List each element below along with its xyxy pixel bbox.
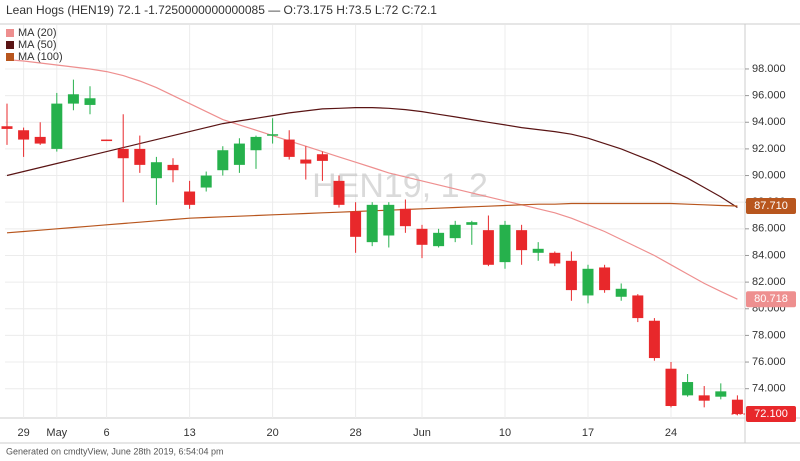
legend-label: MA (100): [18, 51, 63, 63]
candle-body: [283, 139, 295, 157]
candle-body: [366, 204, 378, 243]
candle-body: [499, 224, 511, 263]
candle-body: [383, 204, 395, 236]
candle-body: [532, 248, 544, 253]
candle-body: [516, 230, 528, 251]
candle-body: [300, 159, 312, 164]
x-tick-label: 20: [266, 427, 278, 439]
y-tick-label: 92.000: [752, 143, 786, 155]
candle-body: [682, 382, 694, 396]
candle-body: [51, 103, 63, 149]
candle-body: [217, 150, 229, 171]
candle-body: [18, 130, 30, 140]
chart-title: Lean Hogs (HEN19) 72.1 -1.72500000000000…: [6, 3, 437, 17]
price-tag: [746, 198, 796, 215]
candle-body: [34, 136, 46, 144]
y-tick-label: 76.000: [752, 356, 786, 368]
candle-body: [715, 391, 727, 397]
candle-body: [1, 126, 13, 129]
legend-swatch: [6, 53, 14, 61]
price-tag: [746, 291, 796, 308]
candle-body: [582, 268, 594, 296]
candle-body: [466, 222, 478, 225]
candle-body: [233, 143, 245, 165]
candle-body: [482, 230, 494, 265]
y-tick-label: 86.000: [752, 223, 786, 235]
candle-body: [316, 154, 328, 161]
legend-swatch: [6, 41, 14, 49]
x-tick-label: 10: [499, 427, 511, 439]
candle-body: [134, 148, 146, 165]
ma-line: [6, 59, 738, 300]
candle-body: [117, 148, 129, 159]
candle-body: [267, 134, 279, 136]
candle-body: [433, 232, 445, 247]
y-tick-label: 90.000: [752, 169, 786, 181]
candle-body: [416, 228, 428, 245]
candle-body: [615, 288, 627, 297]
legend-label: MA (20): [18, 27, 57, 39]
candle-body: [150, 162, 162, 179]
x-tick-label: 6: [104, 427, 110, 439]
candle-body: [167, 164, 179, 171]
candle-body: [565, 260, 577, 291]
candle-body: [200, 175, 212, 188]
candle-body: [698, 395, 710, 401]
footer: Generated on cmdtyView, June 28th 2019, …: [6, 446, 223, 456]
x-tick-label: 17: [582, 427, 594, 439]
x-tick-label: 13: [183, 427, 195, 439]
ma-line: [6, 107, 738, 209]
candle-body: [549, 252, 561, 264]
y-tick-label: 96.000: [752, 90, 786, 102]
candle-body: [184, 191, 196, 205]
legend-swatch: [6, 29, 14, 37]
candle-body: [665, 368, 677, 407]
legend-label: MA (50): [18, 39, 57, 51]
x-tick-label: 24: [665, 427, 677, 439]
candle-body: [67, 94, 79, 104]
x-tick-label: May: [46, 427, 67, 439]
y-tick-label: 74.000: [752, 383, 786, 395]
price-tag-label: 87.710: [754, 200, 788, 212]
price-tag-label: 80.718: [754, 293, 788, 305]
candle-body: [333, 180, 345, 205]
y-tick-label: 84.000: [752, 249, 786, 261]
candle-body: [250, 136, 262, 151]
y-tick-label: 78.000: [752, 329, 786, 341]
candle-body: [84, 98, 96, 105]
y-tick-label: 82.000: [752, 276, 786, 288]
candle-body: [399, 208, 411, 227]
candle-body: [101, 139, 113, 142]
candle-body: [599, 267, 611, 291]
candle-body: [632, 295, 644, 319]
y-tick-label: 94.000: [752, 116, 786, 128]
y-tick-label: 98.000: [752, 63, 786, 75]
candle-body: [449, 224, 461, 239]
candle-body: [648, 320, 660, 359]
candle-body: [350, 211, 362, 237]
x-tick-label: Jun: [413, 427, 431, 439]
x-tick-label: 28: [349, 427, 361, 439]
candle-body: [731, 399, 743, 415]
price-tag-label: 72.100: [754, 408, 788, 420]
x-tick-label: 29: [17, 427, 29, 439]
price-tag: [746, 406, 796, 423]
